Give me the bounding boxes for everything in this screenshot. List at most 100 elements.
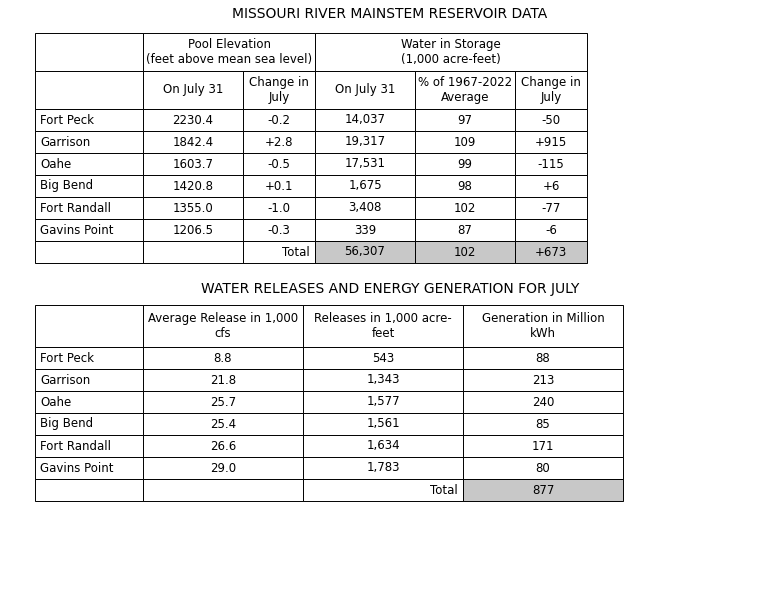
Text: 99: 99 (458, 158, 473, 171)
Bar (303, 479, 463, 501)
Text: +0.1: +0.1 (264, 180, 293, 192)
Text: 25.7: 25.7 (210, 395, 236, 409)
Text: Big Bend: Big Bend (40, 180, 93, 192)
Text: Pool Elevation
(feet above mean sea level): Pool Elevation (feet above mean sea leve… (146, 38, 312, 66)
Text: 213: 213 (532, 373, 554, 387)
Bar (243, 175, 315, 197)
Bar (35, 479, 143, 501)
Bar (35, 413, 143, 435)
Bar (463, 457, 623, 479)
Text: 98: 98 (458, 180, 473, 192)
Text: Releases in 1,000 acre-
feet: Releases in 1,000 acre- feet (314, 312, 452, 340)
Bar (143, 457, 303, 479)
Bar (35, 219, 143, 241)
Text: On July 31: On July 31 (163, 83, 223, 96)
Text: -0.3: -0.3 (268, 224, 290, 236)
Text: 102: 102 (454, 245, 476, 258)
Text: -1.0: -1.0 (268, 202, 290, 214)
Text: Total: Total (282, 245, 310, 258)
Bar (303, 391, 463, 413)
Text: +6: +6 (542, 180, 560, 192)
Bar (515, 109, 587, 131)
Text: -115: -115 (537, 158, 565, 171)
Text: 543: 543 (372, 351, 394, 365)
Text: 2230.4: 2230.4 (172, 113, 214, 127)
Text: 1420.8: 1420.8 (172, 180, 214, 192)
Bar (143, 305, 303, 347)
Bar (415, 241, 515, 263)
Bar (243, 241, 315, 263)
Bar (35, 33, 143, 71)
Bar (415, 109, 515, 131)
Text: 1842.4: 1842.4 (172, 135, 214, 149)
Bar (415, 71, 515, 109)
Text: -50: -50 (541, 113, 561, 127)
Text: Oahe: Oahe (40, 395, 71, 409)
Text: Water in Storage
(1,000 acre-feet): Water in Storage (1,000 acre-feet) (401, 38, 501, 66)
Bar (315, 33, 587, 71)
Bar (143, 391, 303, 413)
Bar (143, 153, 243, 175)
Text: 1603.7: 1603.7 (172, 158, 214, 171)
Bar (35, 347, 143, 369)
Bar (415, 197, 515, 219)
Bar (303, 457, 463, 479)
Bar (415, 131, 515, 153)
Text: Average Release in 1,000
cfs: Average Release in 1,000 cfs (148, 312, 298, 340)
Text: -6: -6 (545, 224, 557, 236)
Bar (143, 219, 243, 241)
Bar (315, 109, 415, 131)
Text: 1355.0: 1355.0 (172, 202, 214, 214)
Bar (243, 131, 315, 153)
Bar (35, 131, 143, 153)
Bar (143, 479, 303, 501)
Text: 14,037: 14,037 (345, 113, 385, 127)
Bar (515, 71, 587, 109)
Bar (463, 413, 623, 435)
Bar (143, 197, 243, 219)
Bar (315, 241, 415, 263)
Bar (415, 153, 515, 175)
Bar (303, 305, 463, 347)
Bar (35, 391, 143, 413)
Text: On July 31: On July 31 (335, 83, 395, 96)
Text: 88: 88 (536, 351, 551, 365)
Bar (143, 71, 243, 109)
Text: Change in
July: Change in July (521, 76, 581, 104)
Bar (35, 71, 143, 109)
Bar (315, 153, 415, 175)
Bar (515, 175, 587, 197)
Bar (143, 347, 303, 369)
Bar (143, 241, 243, 263)
Text: Oahe: Oahe (40, 158, 71, 171)
Bar (143, 109, 243, 131)
Bar (243, 153, 315, 175)
Bar (35, 109, 143, 131)
Bar (315, 197, 415, 219)
Text: Gavins Point: Gavins Point (40, 224, 114, 236)
Text: Fort Randall: Fort Randall (40, 440, 111, 452)
Bar (315, 219, 415, 241)
Text: Garrison: Garrison (40, 373, 90, 387)
Text: 26.6: 26.6 (210, 440, 236, 452)
Bar (303, 369, 463, 391)
Bar (515, 153, 587, 175)
Text: 1,675: 1,675 (348, 180, 382, 192)
Text: 1,634: 1,634 (366, 440, 400, 452)
Bar (315, 175, 415, 197)
Bar (415, 219, 515, 241)
Text: % of 1967-2022
Average: % of 1967-2022 Average (418, 76, 512, 104)
Text: 97: 97 (458, 113, 473, 127)
Text: Big Bend: Big Bend (40, 418, 93, 431)
Bar (515, 219, 587, 241)
Bar (303, 347, 463, 369)
Text: 3,408: 3,408 (349, 202, 381, 214)
Bar (515, 131, 587, 153)
Text: 1,783: 1,783 (367, 462, 399, 474)
Text: Fort Randall: Fort Randall (40, 202, 111, 214)
Text: 171: 171 (532, 440, 555, 452)
Text: Garrison: Garrison (40, 135, 90, 149)
Bar (35, 197, 143, 219)
Text: 19,317: 19,317 (345, 135, 385, 149)
Text: 1206.5: 1206.5 (172, 224, 214, 236)
